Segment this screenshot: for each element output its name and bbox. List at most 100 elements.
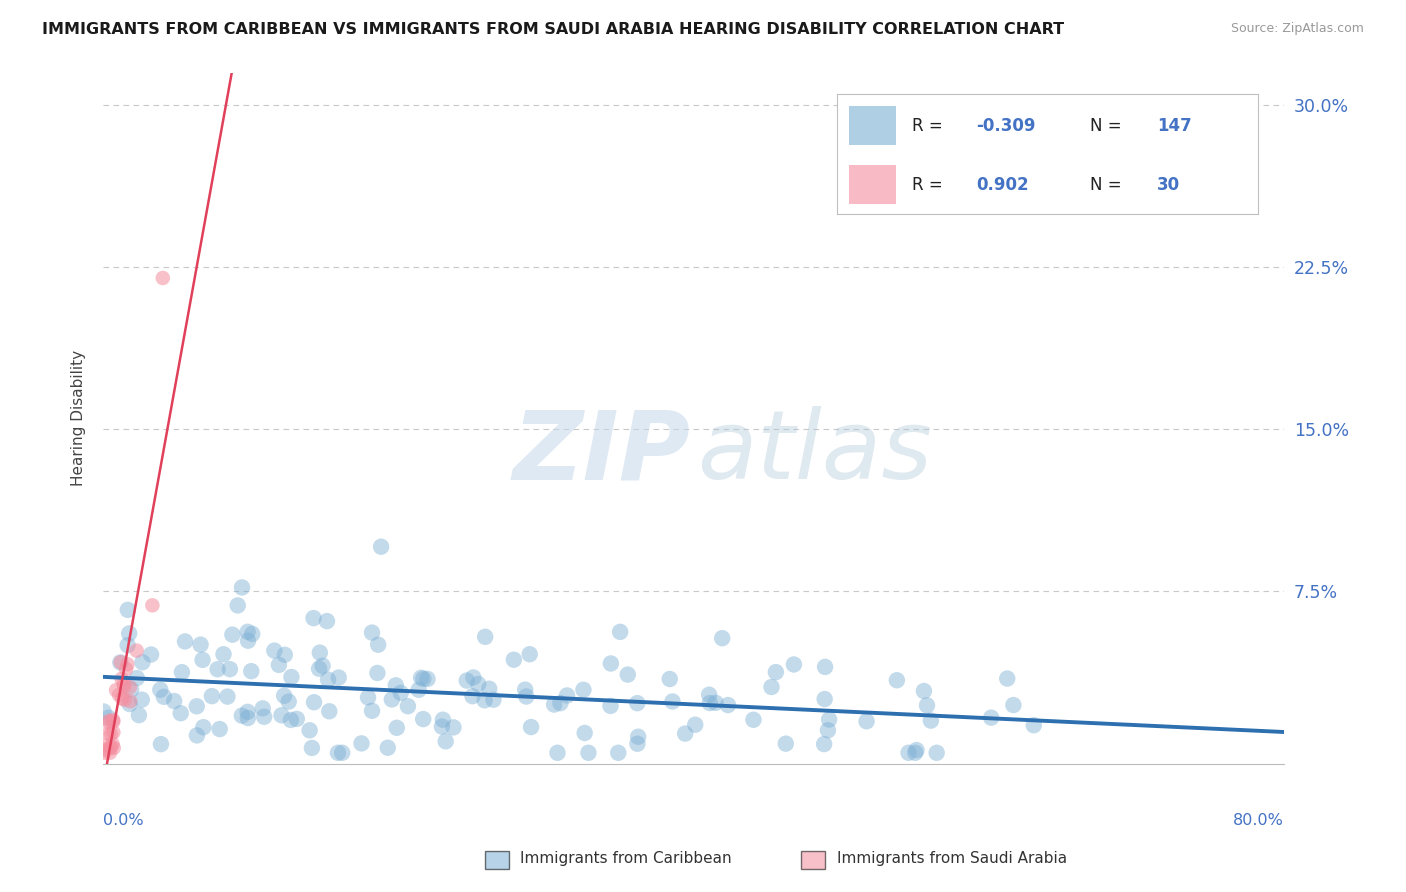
Point <box>443 720 465 734</box>
Point <box>915 698 938 713</box>
Point <box>267 657 290 672</box>
Point <box>326 746 349 760</box>
Point <box>520 720 543 734</box>
Point <box>103 714 125 729</box>
Point <box>174 634 197 648</box>
Point <box>897 746 920 760</box>
Point <box>219 662 242 676</box>
Point <box>456 673 478 688</box>
Text: -0.309: -0.309 <box>976 117 1035 135</box>
Point <box>311 658 333 673</box>
Point <box>717 698 740 712</box>
Point <box>381 692 404 706</box>
Y-axis label: Hearing Disability: Hearing Disability <box>72 351 86 486</box>
Point <box>316 673 339 687</box>
Point <box>236 705 259 719</box>
Point <box>236 711 259 725</box>
Point <box>301 740 323 755</box>
Point <box>97 715 120 730</box>
Point <box>411 671 433 685</box>
Point <box>280 670 302 684</box>
Point <box>626 696 648 710</box>
Point <box>186 699 208 714</box>
Point <box>186 728 208 742</box>
Point <box>252 701 274 715</box>
Point <box>274 648 297 662</box>
Text: IMMIGRANTS FROM CARIBBEAN VS IMMIGRANTS FROM SAUDI ARABIA HEARING DISABILITY COR: IMMIGRANTS FROM CARIBBEAN VS IMMIGRANTS … <box>42 22 1064 37</box>
Point <box>905 743 928 757</box>
Point <box>711 631 734 645</box>
Point <box>114 692 136 706</box>
Point <box>308 646 330 660</box>
Point <box>555 689 578 703</box>
Point <box>814 692 837 706</box>
Point <box>110 656 132 670</box>
Point <box>920 714 942 728</box>
Point <box>277 695 299 709</box>
Point <box>550 696 572 710</box>
Point <box>170 706 193 721</box>
Point <box>105 683 128 698</box>
Point <box>574 726 596 740</box>
Point <box>599 657 621 671</box>
Point <box>775 737 797 751</box>
Point <box>96 739 118 753</box>
Point <box>361 625 384 640</box>
Point <box>98 741 121 756</box>
Point <box>221 627 243 641</box>
Point <box>408 682 430 697</box>
Point <box>108 688 131 702</box>
Text: 0.902: 0.902 <box>976 176 1028 194</box>
Point <box>683 717 706 731</box>
Point <box>98 746 121 760</box>
Point <box>742 713 765 727</box>
Point <box>599 698 621 713</box>
Text: 0.0%: 0.0% <box>103 814 143 828</box>
Text: Immigrants from Saudi Arabia: Immigrants from Saudi Arabia <box>837 851 1067 865</box>
Point <box>502 653 524 667</box>
Point <box>886 673 908 688</box>
Point <box>430 720 453 734</box>
Point <box>302 611 325 625</box>
Point <box>396 699 419 714</box>
Point <box>125 671 148 685</box>
Point <box>236 624 259 639</box>
Point <box>370 540 392 554</box>
Point <box>817 723 839 738</box>
Point <box>995 672 1018 686</box>
Text: ZIP: ZIP <box>512 407 690 500</box>
Point <box>607 746 630 760</box>
Point <box>101 713 124 727</box>
Point <box>120 682 142 697</box>
Point <box>330 746 353 760</box>
Point <box>328 671 350 685</box>
Point <box>153 690 176 704</box>
Text: 30: 30 <box>1157 176 1180 194</box>
Point <box>543 698 565 712</box>
Point <box>925 746 948 760</box>
Point <box>366 665 388 680</box>
Point <box>152 271 174 285</box>
Point <box>626 737 648 751</box>
Point <box>97 727 120 741</box>
Point <box>117 638 139 652</box>
Point <box>515 690 537 704</box>
Point <box>112 677 135 691</box>
Point <box>273 689 295 703</box>
Point <box>572 682 595 697</box>
Point <box>661 694 683 708</box>
Point <box>385 678 408 692</box>
Point <box>515 682 537 697</box>
Point <box>207 662 229 676</box>
Point <box>191 653 214 667</box>
Text: atlas: atlas <box>697 407 932 500</box>
Point <box>201 689 224 703</box>
Point <box>118 697 141 711</box>
Point <box>236 633 259 648</box>
Point <box>212 647 235 661</box>
Point <box>316 614 339 628</box>
Point <box>578 746 600 760</box>
Point <box>190 638 212 652</box>
Point <box>627 730 650 744</box>
Point <box>110 672 132 686</box>
